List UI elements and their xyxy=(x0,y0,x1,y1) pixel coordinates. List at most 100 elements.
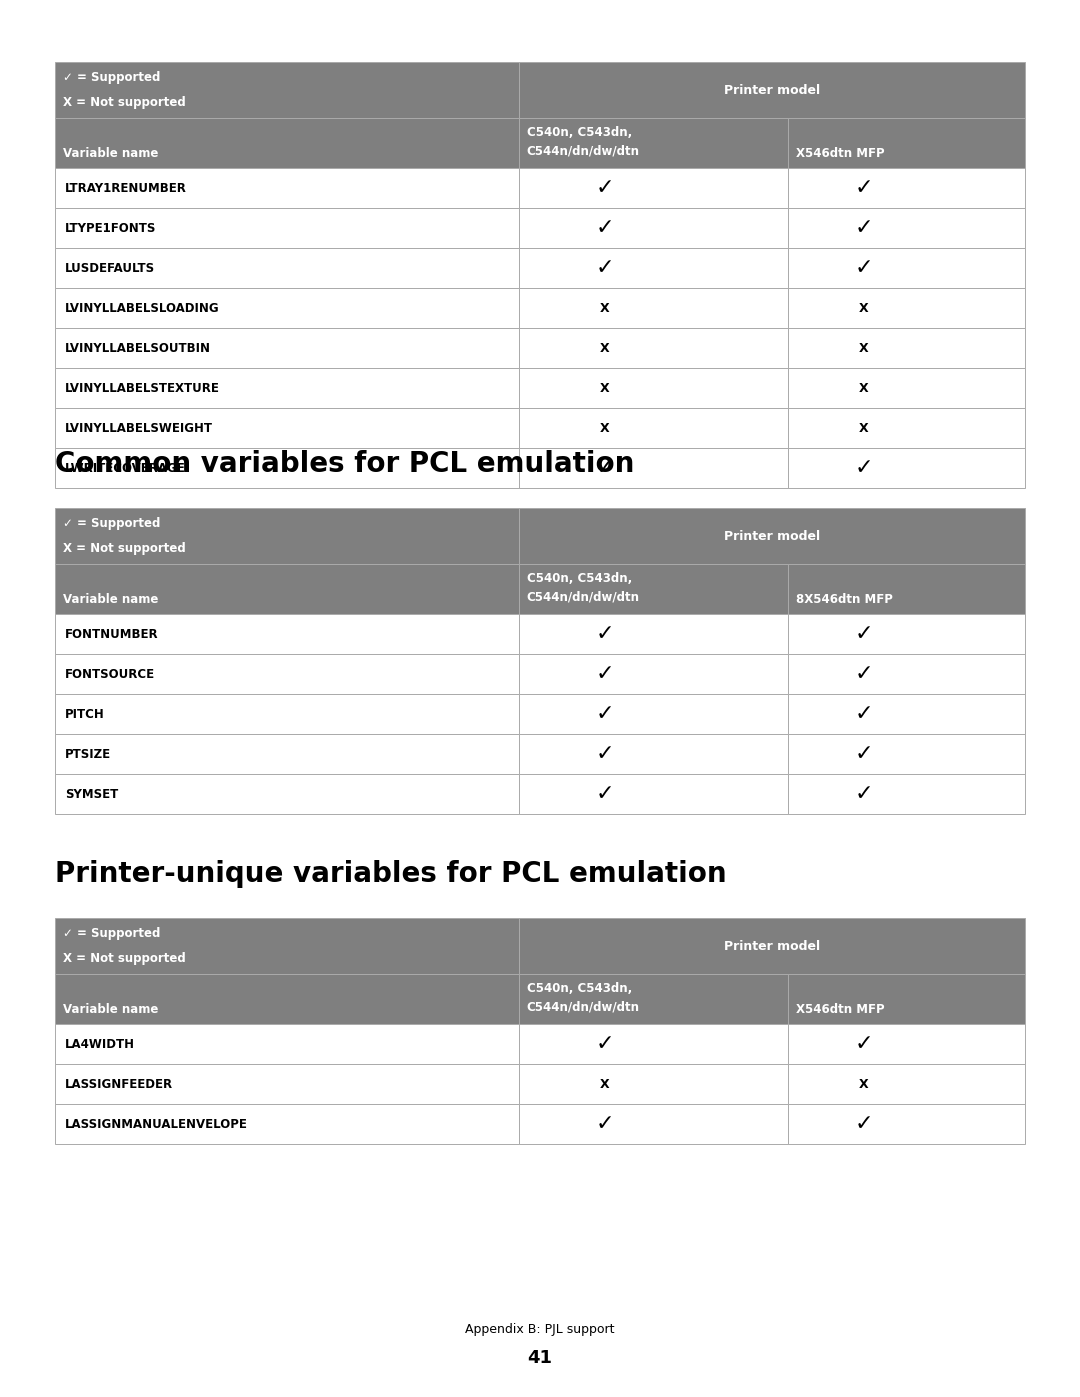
Text: ✓: ✓ xyxy=(854,624,874,644)
Text: LVINYLLABELSTEXTURE: LVINYLLABELSTEXTURE xyxy=(65,381,220,394)
Bar xyxy=(55,694,518,733)
Text: X: X xyxy=(860,341,869,355)
Bar xyxy=(788,1024,1025,1065)
Bar xyxy=(55,654,518,694)
Text: ✓: ✓ xyxy=(596,664,615,685)
Bar xyxy=(518,408,788,448)
Text: PTSIZE: PTSIZE xyxy=(65,747,111,760)
Text: LVINYLLABELSOUTBIN: LVINYLLABELSOUTBIN xyxy=(65,341,211,355)
Text: Variable name: Variable name xyxy=(63,592,159,606)
Text: Printer model: Printer model xyxy=(724,529,820,542)
Text: 8X546dtn MFP: 8X546dtn MFP xyxy=(796,592,893,606)
Bar xyxy=(518,208,788,249)
Bar xyxy=(788,367,1025,408)
Bar xyxy=(55,448,518,488)
Bar xyxy=(518,654,788,694)
Text: ✓: ✓ xyxy=(596,258,615,278)
Text: FONTSOURCE: FONTSOURCE xyxy=(65,668,156,680)
Bar xyxy=(518,694,788,733)
Bar xyxy=(788,1065,1025,1104)
Text: ✓: ✓ xyxy=(596,458,615,478)
Text: ✓: ✓ xyxy=(854,177,874,198)
Bar xyxy=(788,208,1025,249)
Bar xyxy=(55,249,518,288)
Bar xyxy=(55,328,518,367)
Bar xyxy=(518,974,788,1024)
Bar xyxy=(788,774,1025,814)
Text: C540n, C543dn,
C544n/dn/dw/dtn: C540n, C543dn, C544n/dn/dw/dtn xyxy=(527,982,639,1013)
Bar xyxy=(788,615,1025,654)
Bar xyxy=(55,1065,518,1104)
Bar xyxy=(55,288,518,328)
Text: LUSDEFAULTS: LUSDEFAULTS xyxy=(65,261,156,274)
Bar xyxy=(55,1024,518,1065)
Bar xyxy=(788,564,1025,615)
Text: ✓: ✓ xyxy=(596,784,615,805)
Text: SYMSET: SYMSET xyxy=(65,788,118,800)
Text: ✓: ✓ xyxy=(854,745,874,764)
Text: Printer model: Printer model xyxy=(724,84,820,96)
Text: LVINYLLABELSWEIGHT: LVINYLLABELSWEIGHT xyxy=(65,422,213,434)
Text: C540n, C543dn,
C544n/dn/dw/dtn: C540n, C543dn, C544n/dn/dw/dtn xyxy=(527,126,639,156)
Bar xyxy=(518,774,788,814)
Text: ✓: ✓ xyxy=(854,784,874,805)
Bar xyxy=(518,733,788,774)
Bar xyxy=(518,564,788,615)
Bar xyxy=(518,615,788,654)
Bar xyxy=(55,509,518,564)
Text: PITCH: PITCH xyxy=(65,707,105,721)
Bar xyxy=(788,733,1025,774)
Text: ✓: ✓ xyxy=(854,1113,874,1134)
Bar xyxy=(55,117,518,168)
Text: ✓: ✓ xyxy=(854,458,874,478)
Bar xyxy=(788,168,1025,208)
Text: LASSIGNMANUALENVELOPE: LASSIGNMANUALENVELOPE xyxy=(65,1118,248,1130)
Text: ✓: ✓ xyxy=(854,664,874,685)
Text: X: X xyxy=(860,1077,869,1091)
Bar xyxy=(55,774,518,814)
Text: X: X xyxy=(860,381,869,394)
Bar xyxy=(518,448,788,488)
Text: Variable name: Variable name xyxy=(63,1003,159,1016)
Bar xyxy=(55,733,518,774)
Text: ✓: ✓ xyxy=(596,745,615,764)
Text: X: X xyxy=(600,381,610,394)
Text: ✓: ✓ xyxy=(596,218,615,237)
Text: Variable name: Variable name xyxy=(63,147,159,161)
Bar xyxy=(518,168,788,208)
Bar xyxy=(55,1104,518,1144)
Text: X = Not supported: X = Not supported xyxy=(63,542,186,555)
Text: X: X xyxy=(860,422,869,434)
Text: Printer-unique variables for PCL emulation: Printer-unique variables for PCL emulati… xyxy=(55,861,727,888)
Text: FONTNUMBER: FONTNUMBER xyxy=(65,627,159,640)
Bar xyxy=(55,564,518,615)
Text: X: X xyxy=(860,302,869,314)
Bar xyxy=(788,249,1025,288)
Bar xyxy=(518,509,1025,564)
Text: X = Not supported: X = Not supported xyxy=(63,951,186,965)
Text: X: X xyxy=(600,422,610,434)
Bar xyxy=(55,918,518,974)
Bar xyxy=(518,328,788,367)
Bar xyxy=(518,918,1025,974)
Bar xyxy=(518,1104,788,1144)
Bar xyxy=(788,328,1025,367)
Text: Appendix B: PJL support: Appendix B: PJL support xyxy=(465,1323,615,1337)
Bar xyxy=(55,208,518,249)
Text: ✓: ✓ xyxy=(596,1034,615,1053)
Bar xyxy=(518,1024,788,1065)
Text: ✓: ✓ xyxy=(854,704,874,724)
Bar xyxy=(518,367,788,408)
Bar xyxy=(55,974,518,1024)
Text: X = Not supported: X = Not supported xyxy=(63,96,186,109)
Text: LTYPE1FONTS: LTYPE1FONTS xyxy=(65,222,157,235)
Bar xyxy=(55,615,518,654)
Text: X546dtn MFP: X546dtn MFP xyxy=(796,147,885,161)
Bar xyxy=(788,288,1025,328)
Bar xyxy=(518,288,788,328)
Text: X: X xyxy=(600,302,610,314)
Bar xyxy=(788,694,1025,733)
Text: X546dtn MFP: X546dtn MFP xyxy=(796,1003,885,1016)
Bar xyxy=(55,408,518,448)
Text: ✓: ✓ xyxy=(596,624,615,644)
